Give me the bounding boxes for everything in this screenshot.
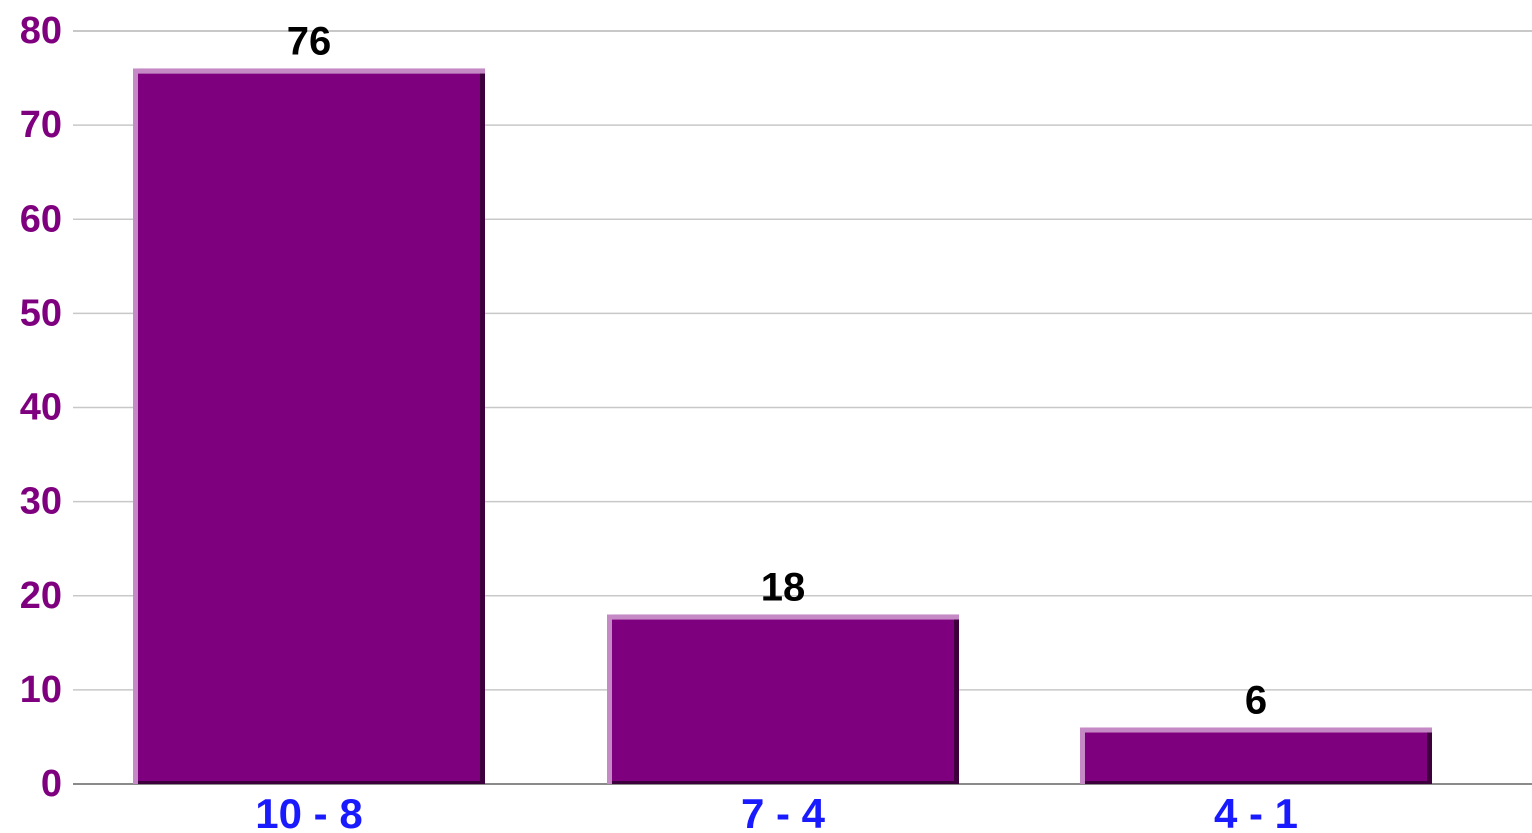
x-tick-label: 10 - 8 [255, 790, 362, 833]
y-tick-label: 70 [20, 104, 62, 146]
data-labels: 76 18 6 [287, 20, 1267, 723]
y-tick-label: 20 [20, 575, 62, 617]
x-tick-label: 7 - 4 [741, 790, 826, 833]
y-tick-label: 60 [20, 198, 62, 240]
bar [607, 614, 959, 784]
y-tick-label: 50 [20, 292, 62, 334]
y-axis-ticks: 0 10 20 30 40 50 60 70 80 [20, 10, 62, 805]
y-tick-label: 80 [20, 10, 62, 52]
bar [133, 68, 485, 784]
x-tick-label: 4 - 1 [1214, 790, 1298, 833]
bar [1080, 727, 1432, 784]
bar-value-label: 6 [1245, 679, 1267, 723]
y-tick-label: 0 [41, 763, 62, 805]
y-tick-label: 30 [20, 481, 62, 523]
bar-value-label: 76 [287, 20, 332, 64]
x-axis-ticks: 10 - 8 7 - 4 4 - 1 [255, 790, 1298, 833]
bar-value-label: 18 [761, 566, 806, 610]
bars [133, 68, 1432, 784]
y-tick-label: 40 [20, 387, 62, 429]
y-tick-label: 10 [20, 669, 62, 711]
